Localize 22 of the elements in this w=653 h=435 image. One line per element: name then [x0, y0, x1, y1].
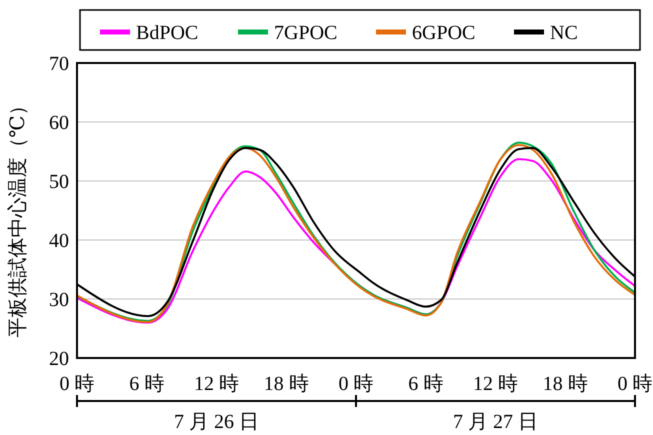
- y-axis-title: 平板供試体中心温度（℃）: [7, 95, 29, 338]
- y-tick-label: 60: [49, 112, 69, 134]
- y-tick-label: 20: [49, 348, 69, 370]
- y-tick-label: 40: [49, 230, 69, 252]
- x-tick-label: 0 時: [60, 373, 94, 395]
- x-tick-label: 18 時: [542, 373, 588, 395]
- x-tick-label: 6 時: [129, 373, 164, 395]
- x-tick-label: 0 時: [338, 373, 374, 395]
- legend-label: NC: [550, 22, 578, 44]
- x-tick-label: 18 時: [264, 373, 309, 395]
- x-tick-label: 6 時: [408, 373, 444, 395]
- y-tick-label: 30: [49, 289, 69, 311]
- x-tick-label: 12 時: [473, 373, 518, 395]
- y-tick-label: 50: [49, 171, 69, 193]
- legend-label: 6GPOC: [412, 22, 476, 44]
- x-tick-label: 12 時: [194, 373, 239, 395]
- x-tick-label: 0 時: [618, 373, 652, 395]
- legend-label: 7GPOC: [274, 22, 338, 44]
- text: 7 月 27 日: [453, 411, 538, 433]
- legend-label: BdPOC: [136, 22, 198, 44]
- text: 7 月 26 日: [174, 411, 259, 433]
- y-tick-label: 70: [49, 53, 69, 75]
